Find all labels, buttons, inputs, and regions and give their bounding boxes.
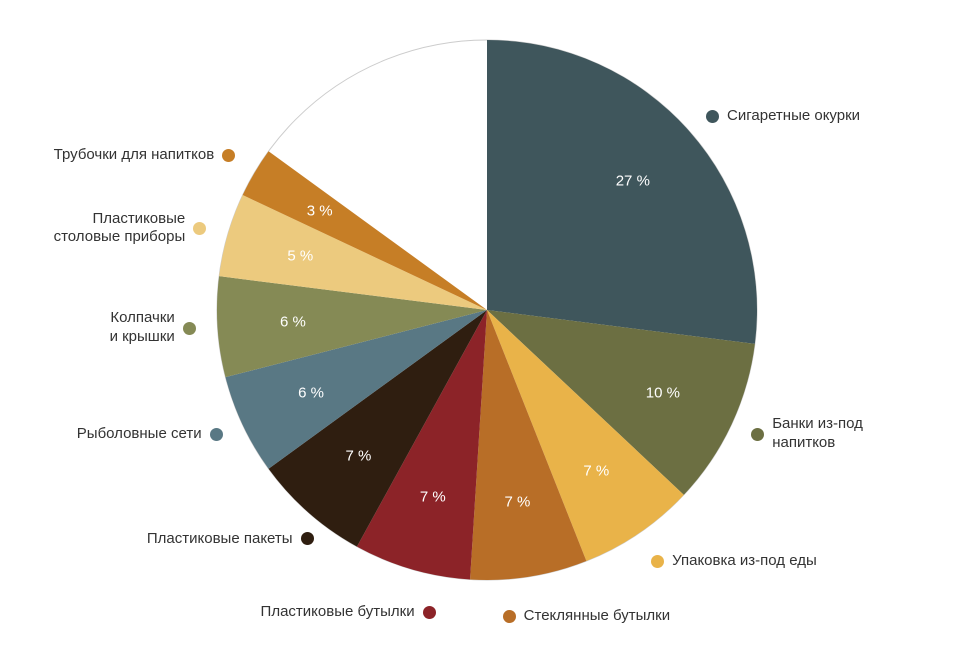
pie-chart-svg <box>0 0 974 648</box>
pie-slice <box>487 40 757 344</box>
pie-chart: 27 %10 %7 %7 %7 %7 %6 %6 %5 %3 %Сигаретн… <box>0 0 974 648</box>
